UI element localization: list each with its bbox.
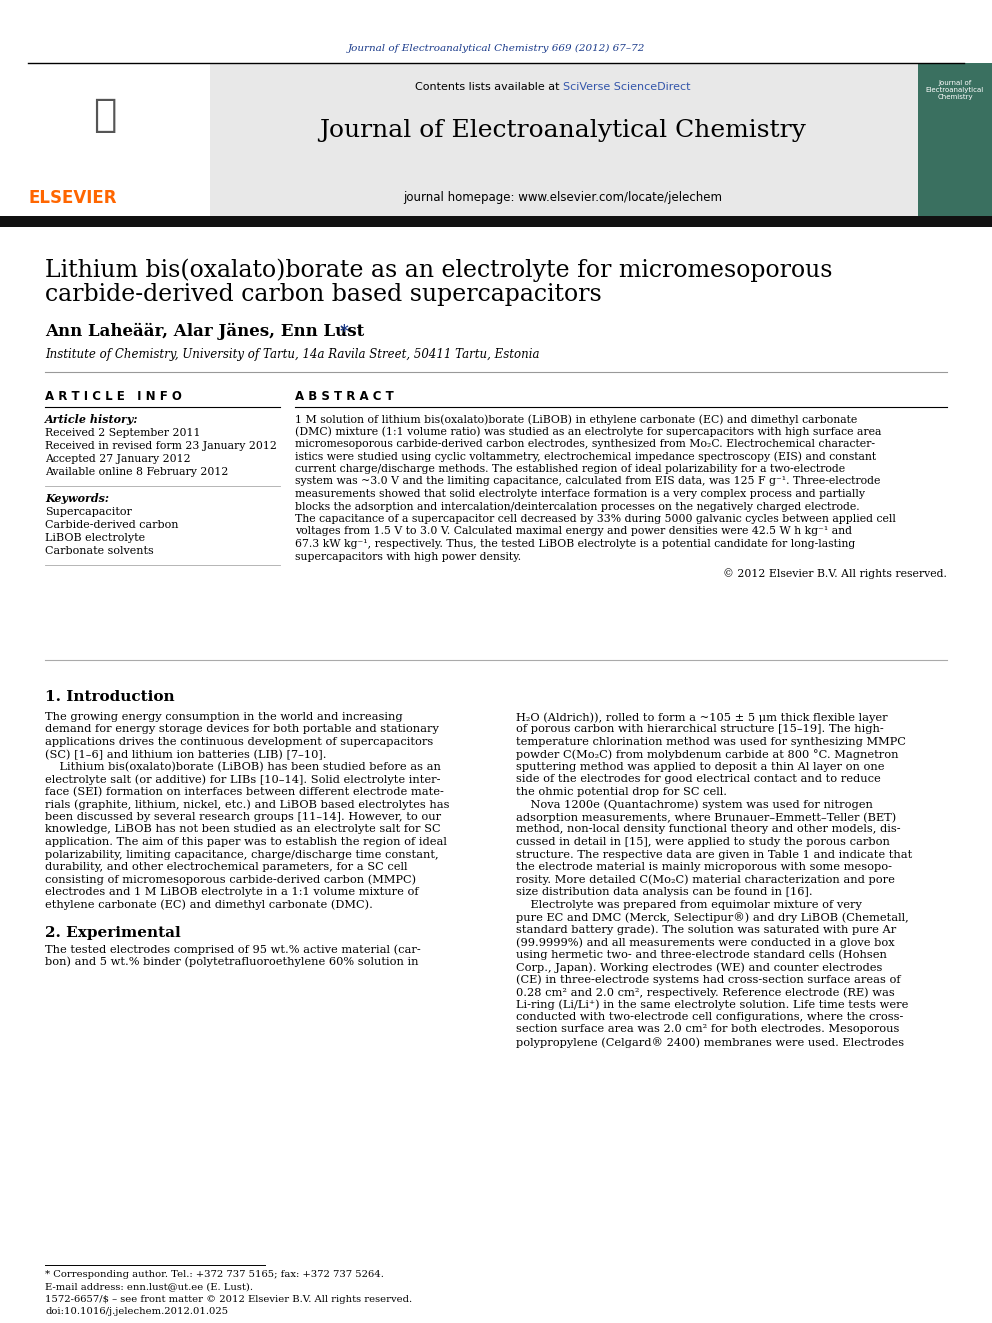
- Bar: [0, 64, 918, 216]
- Text: been discussed by several research groups [11–14]. However, to our: been discussed by several research group…: [45, 812, 441, 822]
- Text: polarizability, limiting capacitance, charge/discharge time constant,: polarizability, limiting capacitance, ch…: [45, 849, 438, 860]
- Text: Keywords:: Keywords:: [45, 493, 109, 504]
- Text: using hermetic two- and three-electrode standard cells (Hohsen: using hermetic two- and three-electrode …: [516, 950, 887, 960]
- Text: method, non-local density functional theory and other models, dis-: method, non-local density functional the…: [516, 824, 901, 835]
- Text: the ohmic potential drop for SC cell.: the ohmic potential drop for SC cell.: [516, 787, 727, 796]
- Text: face (SEI) formation on interfaces between different electrode mate-: face (SEI) formation on interfaces betwe…: [45, 787, 443, 798]
- Text: H₂O (Aldrich)), rolled to form a ~105 ± 5 μm thick flexible layer: H₂O (Aldrich)), rolled to form a ~105 ± …: [516, 712, 888, 722]
- Text: Journal of Electroanalytical Chemistry: Journal of Electroanalytical Chemistry: [319, 119, 806, 142]
- Text: pure EC and DMC (Merck, Selectipur®) and dry LiBOB (Chemetall,: pure EC and DMC (Merck, Selectipur®) and…: [516, 912, 909, 922]
- Text: (CE) in three-electrode systems had cross-section surface areas of: (CE) in three-electrode systems had cros…: [516, 975, 901, 986]
- Text: voltages from 1.5 V to 3.0 V. Calculated maximal energy and power densities were: voltages from 1.5 V to 3.0 V. Calculated…: [295, 527, 852, 537]
- Text: LiBOB electrolyte: LiBOB electrolyte: [45, 533, 145, 542]
- Text: 1 M solution of lithium bis(oxalato)borate (LiBOB) in ethylene carbonate (EC) an: 1 M solution of lithium bis(oxalato)bora…: [295, 414, 857, 425]
- Text: The capacitance of a supercapacitor cell decreased by 33% during 5000 galvanic c: The capacitance of a supercapacitor cell…: [295, 515, 896, 524]
- Text: 2. Experimental: 2. Experimental: [45, 926, 181, 941]
- Text: blocks the adsorption and intercalation/deintercalation processes on the negativ: blocks the adsorption and intercalation/…: [295, 501, 860, 512]
- Text: Ann Laheäär, Alar Jänes, Enn Lust: Ann Laheäär, Alar Jänes, Enn Lust: [45, 323, 370, 340]
- Text: Received 2 September 2011: Received 2 September 2011: [45, 429, 200, 438]
- Text: sputtering method was applied to deposit a thin Al layer on one: sputtering method was applied to deposit…: [516, 762, 885, 773]
- Text: current charge/discharge methods. The established region of ideal polarizability: current charge/discharge methods. The es…: [295, 464, 845, 474]
- Text: Supercapacitor: Supercapacitor: [45, 507, 132, 517]
- Text: 1. Introduction: 1. Introduction: [45, 691, 175, 704]
- Text: polypropylene (Celgard® 2400) membranes were used. Electrodes: polypropylene (Celgard® 2400) membranes …: [516, 1037, 904, 1048]
- Text: Available online 8 February 2012: Available online 8 February 2012: [45, 467, 228, 478]
- Text: size distribution data analysis can be found in [16].: size distribution data analysis can be f…: [516, 886, 812, 897]
- Text: Journal of Electroanalytical Chemistry 669 (2012) 67–72: Journal of Electroanalytical Chemistry 6…: [347, 44, 645, 53]
- Text: (SC) [1–6] and lithium ion batteries (LIB) [7–10].: (SC) [1–6] and lithium ion batteries (LI…: [45, 750, 326, 759]
- Text: Accepted 27 January 2012: Accepted 27 January 2012: [45, 454, 190, 464]
- Text: supercapacitors with high power density.: supercapacitors with high power density.: [295, 552, 521, 561]
- Bar: [0, 64, 210, 216]
- Text: Nova 1200e (Quantachrome) system was used for nitrogen: Nova 1200e (Quantachrome) system was use…: [516, 799, 873, 810]
- Text: Electrolyte was prepared from equimolar mixture of very: Electrolyte was prepared from equimolar …: [516, 900, 862, 909]
- Text: durability, and other electrochemical parameters, for a SC cell: durability, and other electrochemical pa…: [45, 863, 408, 872]
- Text: istics were studied using cyclic voltammetry, electrochemical impedance spectros: istics were studied using cyclic voltamm…: [295, 451, 876, 462]
- Text: 1572-6657/$ – see front matter © 2012 Elsevier B.V. All rights reserved.: 1572-6657/$ – see front matter © 2012 El…: [45, 1295, 412, 1304]
- Text: (99.9999%) and all measurements were conducted in a glove box: (99.9999%) and all measurements were con…: [516, 937, 895, 947]
- Text: ELSEVIER: ELSEVIER: [28, 189, 116, 206]
- Text: application. The aim of this paper was to establish the region of ideal: application. The aim of this paper was t…: [45, 837, 446, 847]
- Text: Received in revised form 23 January 2012: Received in revised form 23 January 2012: [45, 441, 277, 451]
- Text: Li-ring (Li/Li⁺) in the same electrolyte solution. Life time tests were: Li-ring (Li/Li⁺) in the same electrolyte…: [516, 999, 909, 1009]
- Text: Institute of Chemistry, University of Tartu, 14a Ravila Street, 50411 Tartu, Est: Institute of Chemistry, University of Ta…: [45, 348, 540, 361]
- Text: (DMC) mixture (1:1 volume ratio) was studied as an electrolyte for supercapacito: (DMC) mixture (1:1 volume ratio) was stu…: [295, 426, 881, 437]
- Text: © 2012 Elsevier B.V. All rights reserved.: © 2012 Elsevier B.V. All rights reserved…: [723, 568, 947, 578]
- Text: structure. The respective data are given in Table 1 and indicate that: structure. The respective data are given…: [516, 849, 913, 860]
- Text: measurements showed that solid electrolyte interface formation is a very complex: measurements showed that solid electroly…: [295, 490, 865, 499]
- Text: *: *: [340, 323, 349, 340]
- Text: of porous carbon with hierarchical structure [15–19]. The high-: of porous carbon with hierarchical struc…: [516, 725, 884, 734]
- Text: standard battery grade). The solution was saturated with pure Ar: standard battery grade). The solution wa…: [516, 925, 896, 935]
- Text: 67.3 kW kg⁻¹, respectively. Thus, the tested LiBOB electrolyte is a potential ca: 67.3 kW kg⁻¹, respectively. Thus, the te…: [295, 538, 855, 549]
- Bar: [918, 64, 992, 216]
- Text: knowledge, LiBOB has not been studied as an electrolyte salt for SC: knowledge, LiBOB has not been studied as…: [45, 824, 440, 835]
- Text: consisting of micromesoporous carbide-derived carbon (MMPC): consisting of micromesoporous carbide-de…: [45, 875, 416, 885]
- Text: Contents lists available at: Contents lists available at: [415, 82, 563, 93]
- Text: bon) and 5 wt.% binder (polytetrafluoroethylene 60% solution in: bon) and 5 wt.% binder (polytetrafluoroe…: [45, 957, 419, 967]
- Text: Lithium bis(oxalato)borate as an electrolyte for micromesoporous: Lithium bis(oxalato)borate as an electro…: [45, 258, 832, 282]
- Text: carbide-derived carbon based supercapacitors: carbide-derived carbon based supercapaci…: [45, 283, 602, 306]
- Text: 0.28 cm² and 2.0 cm², respectively. Reference electrode (RE) was: 0.28 cm² and 2.0 cm², respectively. Refe…: [516, 987, 895, 998]
- Text: adsorption measurements, where Brunauer–Emmett–Teller (BET): adsorption measurements, where Brunauer–…: [516, 812, 896, 823]
- Text: SciVerse ScienceDirect: SciVerse ScienceDirect: [563, 82, 690, 93]
- Text: A B S T R A C T: A B S T R A C T: [295, 390, 394, 404]
- Text: cussed in detail in [15], were applied to study the porous carbon: cussed in detail in [15], were applied t…: [516, 837, 890, 847]
- Text: demand for energy storage devices for both portable and stationary: demand for energy storage devices for bo…: [45, 725, 438, 734]
- Text: electrodes and 1 M LiBOB electrolyte in a 1:1 volume mixture of: electrodes and 1 M LiBOB electrolyte in …: [45, 886, 419, 897]
- Text: ethylene carbonate (EC) and dimethyl carbonate (DMC).: ethylene carbonate (EC) and dimethyl car…: [45, 900, 373, 910]
- Text: micromesoporous carbide-derived carbon electrodes, synthesized from Mo₂C. Electr: micromesoporous carbide-derived carbon e…: [295, 439, 875, 448]
- Text: applications drives the continuous development of supercapacitors: applications drives the continuous devel…: [45, 737, 434, 747]
- Text: * Corresponding author. Tel.: +372 737 5165; fax: +372 737 5264.: * Corresponding author. Tel.: +372 737 5…: [45, 1270, 384, 1279]
- Text: temperature chlorination method was used for synthesizing MMPC: temperature chlorination method was used…: [516, 737, 906, 747]
- Text: Corp., Japan). Working electrodes (WE) and counter electrodes: Corp., Japan). Working electrodes (WE) a…: [516, 962, 882, 972]
- Text: A R T I C L E   I N F O: A R T I C L E I N F O: [45, 390, 182, 404]
- Text: journal homepage: www.elsevier.com/locate/jelechem: journal homepage: www.elsevier.com/locat…: [404, 192, 722, 205]
- Text: system was ~3.0 V and the limiting capacitance, calculated from EIS data, was 12: system was ~3.0 V and the limiting capac…: [295, 476, 880, 487]
- Text: rosity. More detailed C(Mo₂C) material characterization and pore: rosity. More detailed C(Mo₂C) material c…: [516, 875, 895, 885]
- Text: Carbonate solvents: Carbonate solvents: [45, 546, 154, 556]
- Text: electrolyte salt (or additive) for LIBs [10–14]. Solid electrolyte inter-: electrolyte salt (or additive) for LIBs …: [45, 774, 440, 785]
- Text: E-mail address: enn.lust@ut.ee (E. Lust).: E-mail address: enn.lust@ut.ee (E. Lust)…: [45, 1282, 253, 1291]
- Text: the electrode material is mainly microporous with some mesopo-: the electrode material is mainly micropo…: [516, 863, 892, 872]
- Text: Journal of
Electroanalytical
Chemistry: Journal of Electroanalytical Chemistry: [926, 79, 984, 101]
- Text: The growing energy consumption in the world and increasing: The growing energy consumption in the wo…: [45, 712, 403, 722]
- Text: Article history:: Article history:: [45, 414, 139, 425]
- Text: side of the electrodes for good electrical contact and to reduce: side of the electrodes for good electric…: [516, 774, 881, 785]
- Text: doi:10.1016/j.jelechem.2012.01.025: doi:10.1016/j.jelechem.2012.01.025: [45, 1307, 228, 1316]
- Text: Lithium bis(oxalato)borate (LiBOB) has been studied before as an: Lithium bis(oxalato)borate (LiBOB) has b…: [45, 762, 440, 773]
- Text: Carbide-derived carbon: Carbide-derived carbon: [45, 520, 179, 531]
- Text: section surface area was 2.0 cm² for both electrodes. Mesoporous: section surface area was 2.0 cm² for bot…: [516, 1024, 900, 1035]
- Bar: [0, 216, 992, 228]
- Text: 🌳: 🌳: [93, 97, 117, 134]
- Text: rials (graphite, lithium, nickel, etc.) and LiBOB based electrolytes has: rials (graphite, lithium, nickel, etc.) …: [45, 799, 449, 810]
- Text: The tested electrodes comprised of 95 wt.% active material (car-: The tested electrodes comprised of 95 wt…: [45, 945, 421, 955]
- Text: conducted with two-electrode cell configurations, where the cross-: conducted with two-electrode cell config…: [516, 1012, 904, 1021]
- Text: powder C(Mo₂C) from molybdenum carbide at 800 °C. Magnetron: powder C(Mo₂C) from molybdenum carbide a…: [516, 750, 899, 761]
